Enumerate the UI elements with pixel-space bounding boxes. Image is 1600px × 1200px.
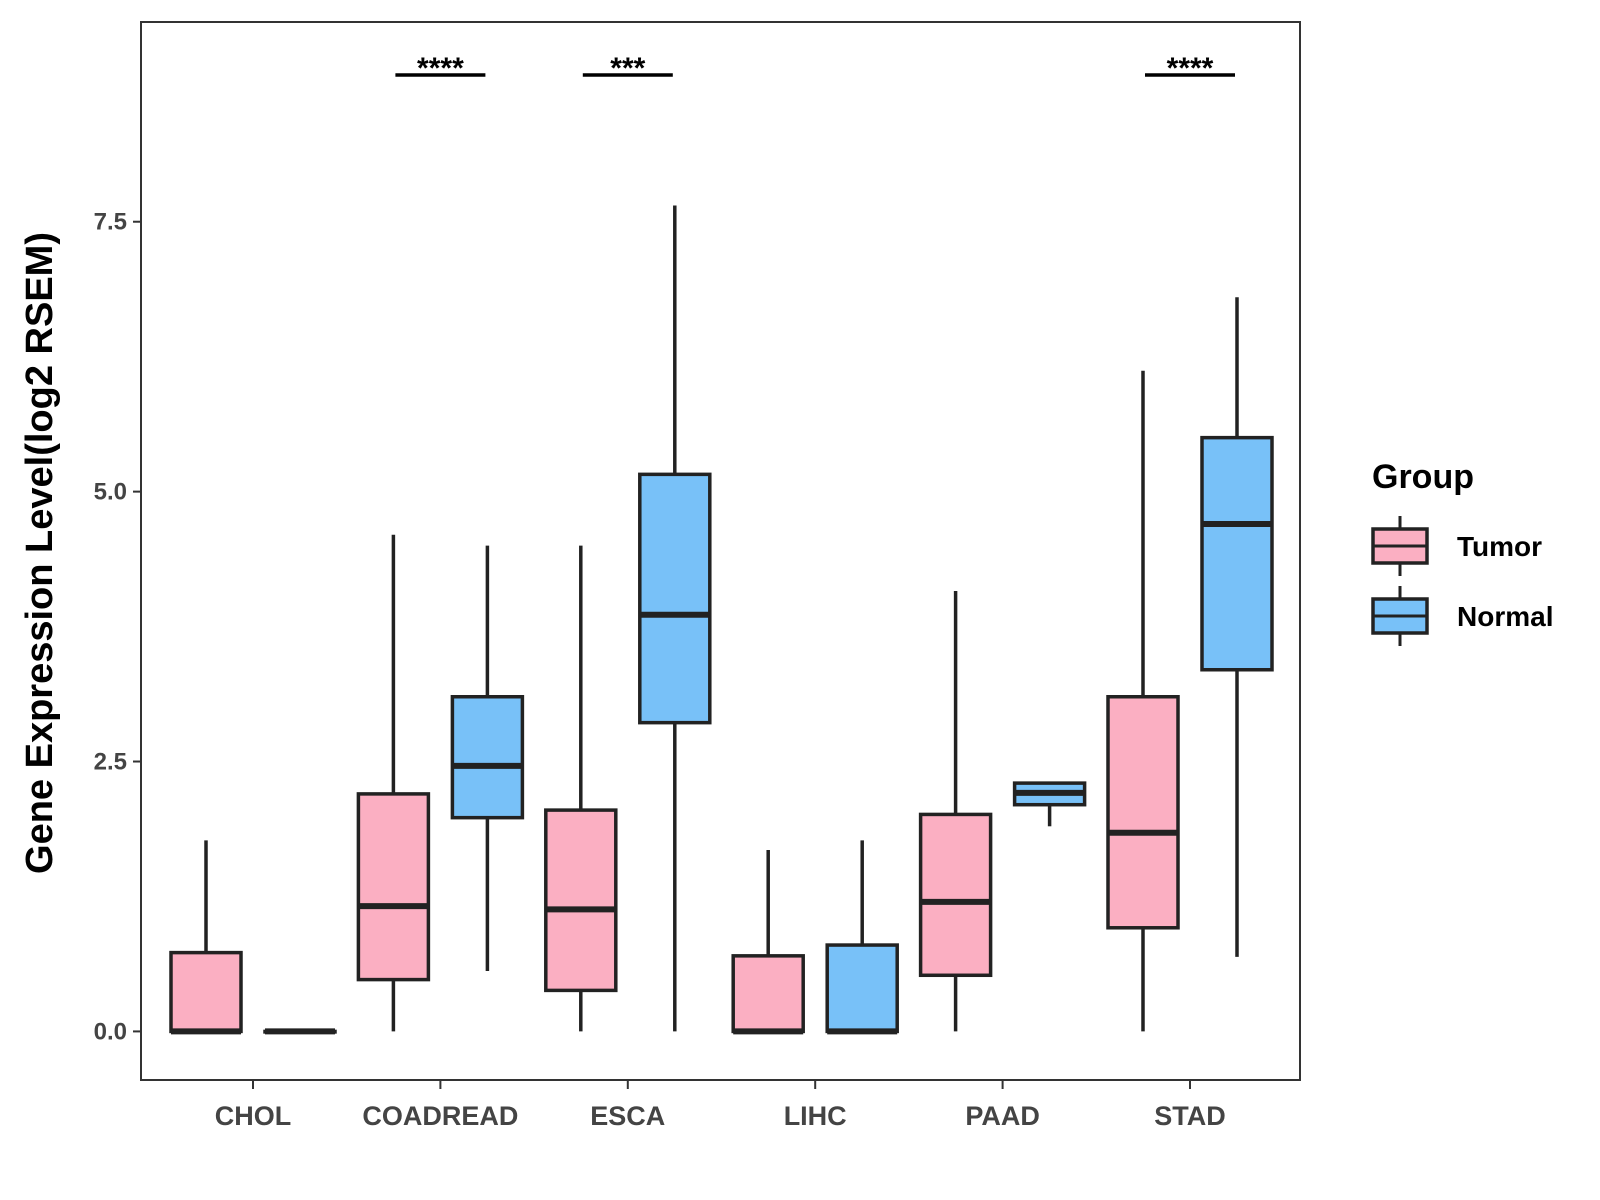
box-tumor-lihc [731, 850, 805, 1035]
box-tumor-stad [1106, 370, 1180, 1032]
y-tick-label: 7.5 [94, 209, 127, 236]
y-tick-label: 0.0 [94, 1018, 127, 1045]
box-normal-lihc [825, 840, 899, 1035]
box-iqr [1106, 694, 1180, 930]
legend-item-tumor: Tumor [1371, 516, 1542, 576]
significance-label: **** [1167, 52, 1214, 85]
x-tick-label: STAD [1154, 1101, 1226, 1131]
box-normal-esca [638, 205, 712, 1032]
legend-item-normal: Normal [1371, 586, 1553, 646]
y-tick-label: 2.5 [94, 749, 127, 776]
box-normal-coadread [450, 545, 525, 971]
box-iqr [825, 943, 899, 1034]
panel-border [140, 21, 1301, 1081]
box-iqr [638, 472, 712, 725]
box-normal-paad [1012, 781, 1087, 827]
significance-label: *** [610, 52, 645, 85]
legend-label: Tumor [1457, 531, 1542, 562]
box-iqr [169, 950, 243, 1034]
legend-label: Normal [1457, 601, 1553, 632]
legend: Group Tumor Normal [1371, 458, 1553, 646]
legend-title: Group [1372, 458, 1474, 496]
box-iqr [918, 812, 993, 978]
box-iqr [731, 954, 805, 1034]
box-tumor-chol [169, 840, 243, 1035]
x-tick-label: PAAD [965, 1101, 1040, 1131]
box-normal-stad [1200, 297, 1274, 957]
box-normal-chol [263, 1028, 337, 1035]
x-tick-label: COADREAD [362, 1101, 518, 1131]
x-tick-label: CHOL [215, 1101, 292, 1131]
box-iqr [544, 808, 618, 993]
x-tick-label: ESCA [590, 1101, 665, 1131]
y-tick-label: 5.0 [94, 479, 127, 506]
box-tumor-coadread [356, 534, 431, 1032]
y-axis-title: Gene Expression Level(log2 RSEM) [19, 232, 61, 874]
x-tick-label: LIHC [784, 1101, 847, 1131]
box-iqr [356, 792, 431, 982]
box-iqr [1200, 435, 1274, 672]
significance-label: **** [417, 52, 464, 85]
box-iqr [450, 694, 525, 820]
box-tumor-esca [544, 545, 618, 1032]
box-tumor-paad [918, 590, 993, 1032]
plot-area: **** *** **** [169, 52, 1274, 1035]
axes: 0.0 2.5 5.0 7.5 CHOL COADREAD ESCA LIHC PAAD STAD [94, 21, 1301, 1131]
